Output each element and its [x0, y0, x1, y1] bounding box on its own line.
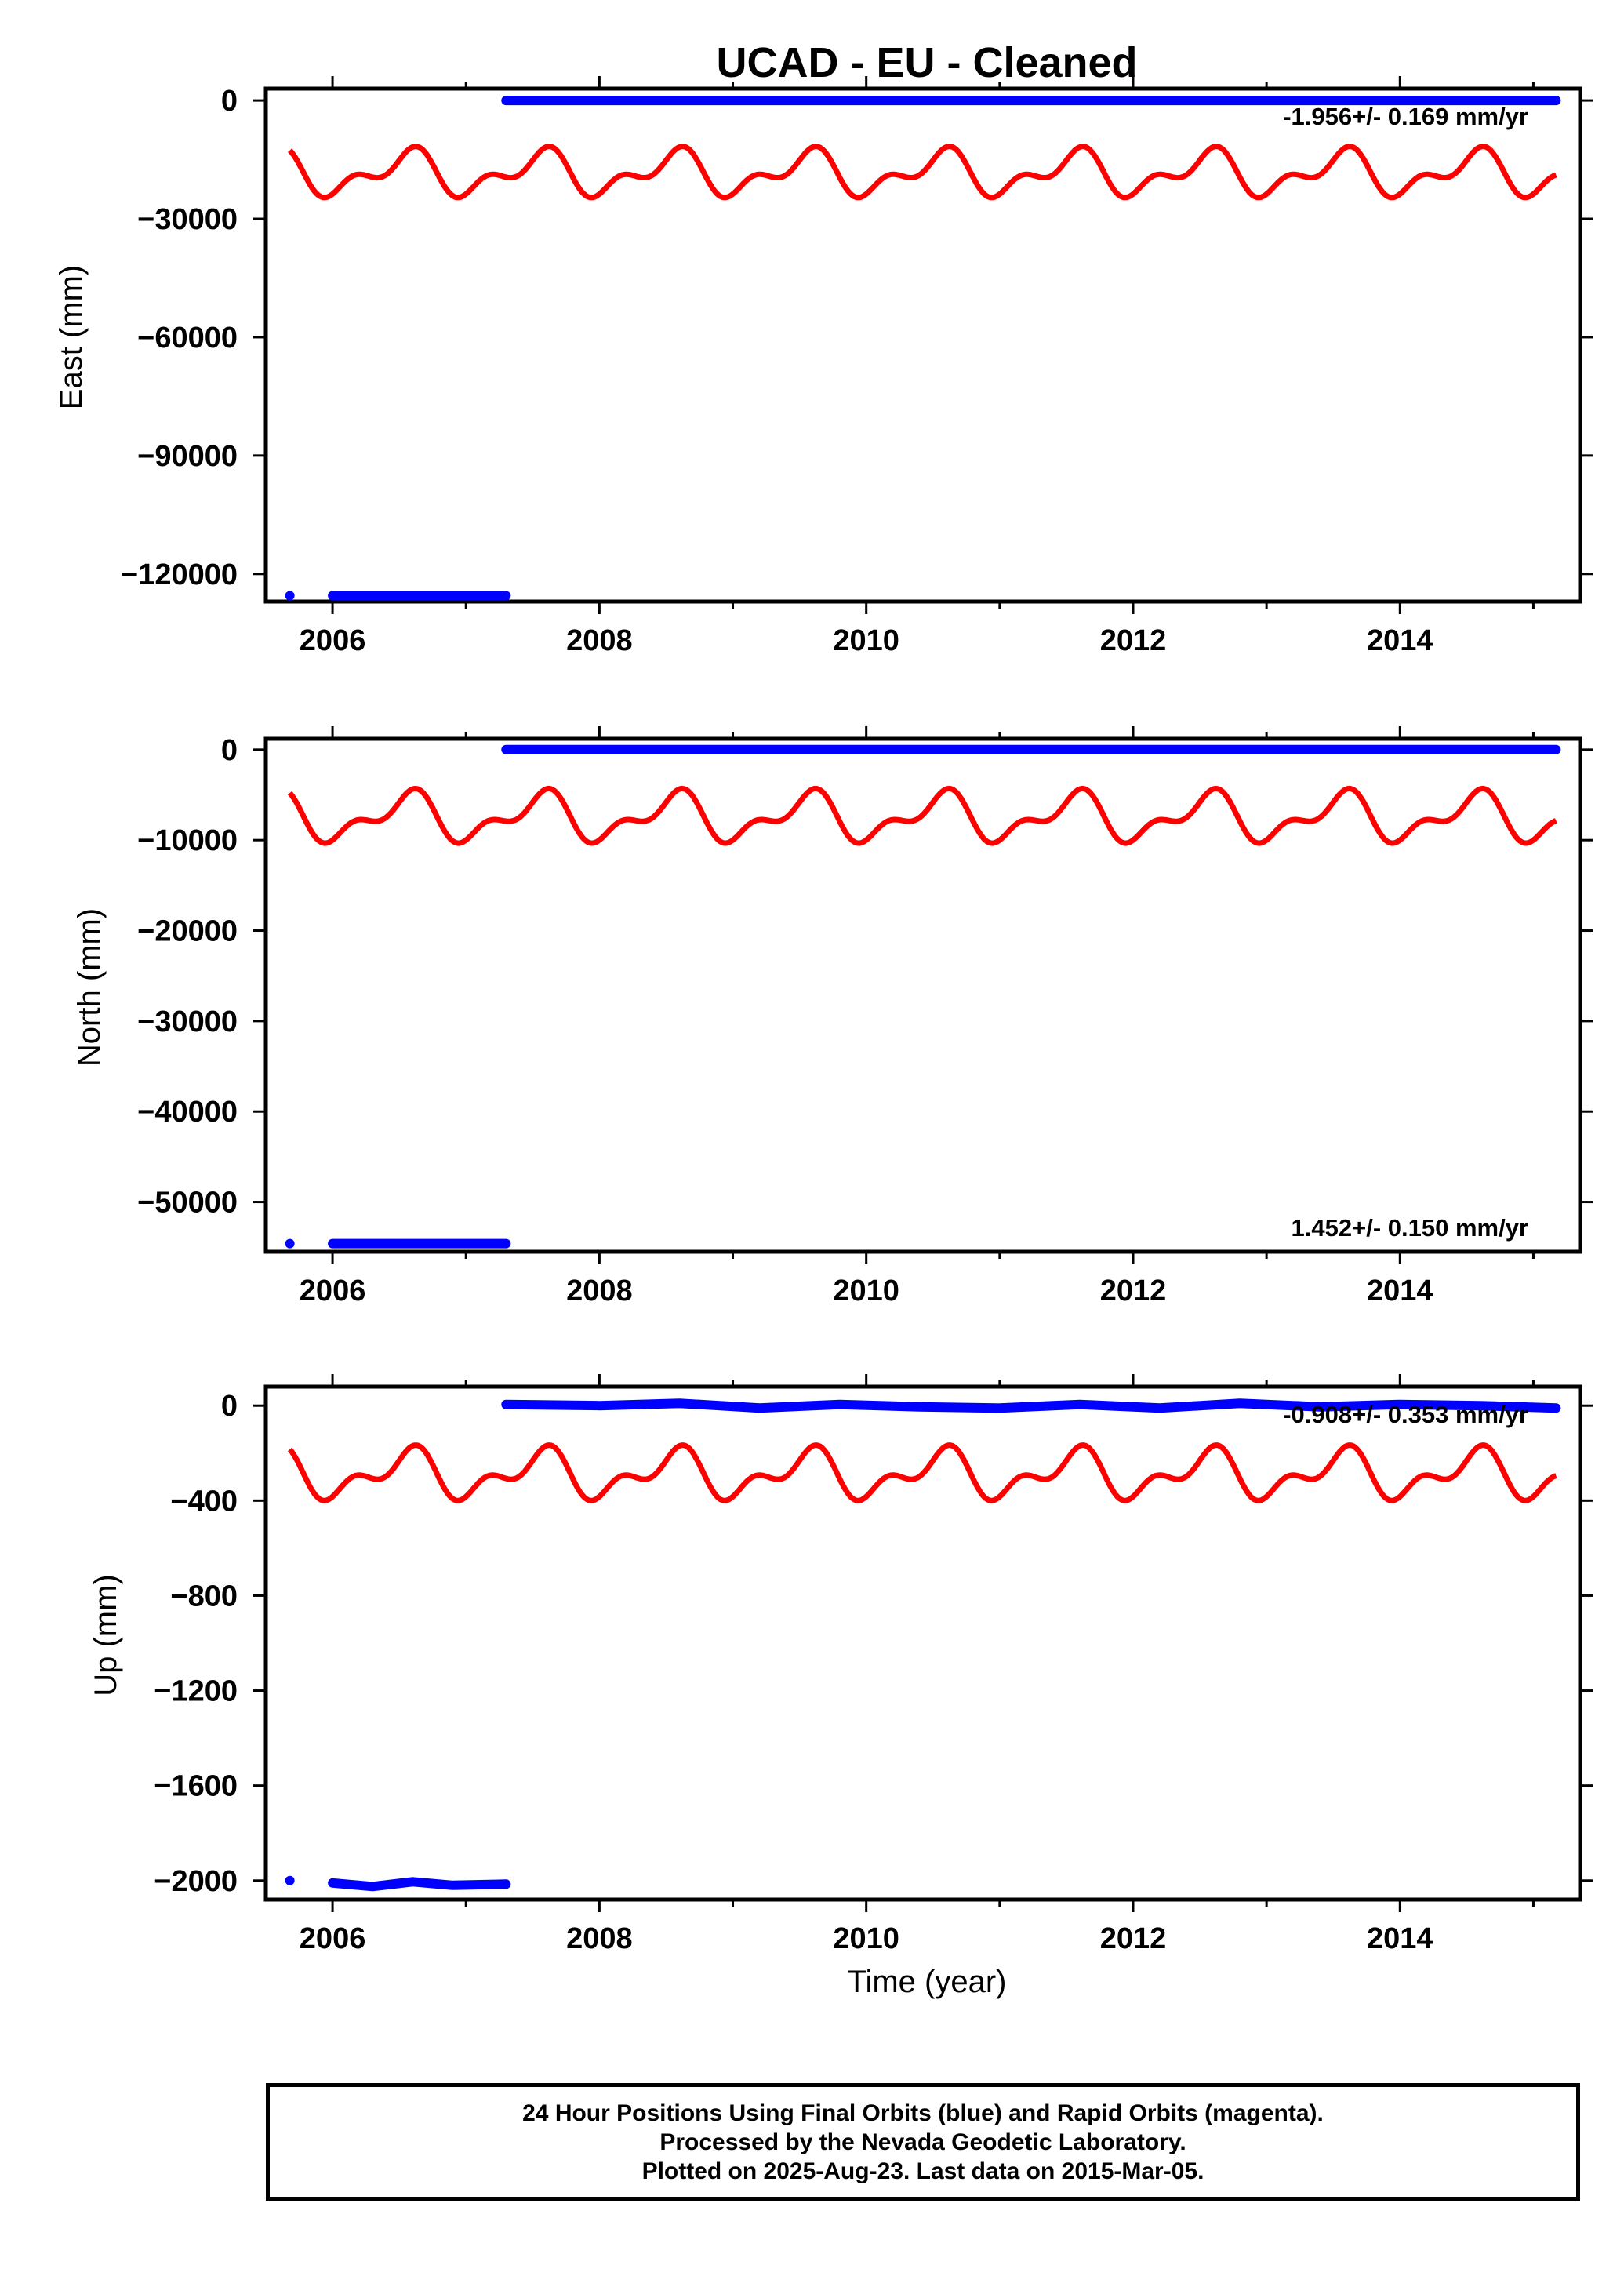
y-axis-label: North (mm)	[72, 908, 107, 1067]
chart-title: UCAD - EU - Cleaned	[716, 39, 1137, 86]
y-tick-label: −10000	[137, 824, 238, 857]
plot-frame	[263, 86, 1582, 604]
x-tick-label: 2008	[566, 624, 633, 657]
x-tick-label: 2012	[1100, 1922, 1167, 1955]
footer-line-1: 24 Hour Positions Using Final Orbits (bl…	[522, 2100, 1324, 2126]
x-tick-label: 2010	[833, 624, 899, 657]
x-tick-label: 2006	[300, 1274, 366, 1307]
y-tick-label: −30000	[137, 1005, 238, 1038]
footer-line-3: Plotted on 2025-Aug-23. Last data on 201…	[641, 2158, 1204, 2184]
footer-box: 24 Hour Positions Using Final Orbits (bl…	[266, 2083, 1580, 2201]
y-tick-label: −90000	[137, 440, 238, 473]
model-curve	[287, 144, 1558, 201]
x-tick-label: 2008	[566, 1922, 633, 1955]
data-point	[285, 591, 295, 601]
x-tick-label: 2008	[566, 1274, 633, 1307]
x-tick-label: 2006	[300, 1922, 366, 1955]
model-curve	[287, 785, 1558, 846]
footer-line-2: Processed by the Nevada Geodetic Laborat…	[659, 2129, 1186, 2155]
plot-frame	[263, 736, 1582, 1254]
x-tick-label: 2012	[1100, 1274, 1167, 1307]
data-series	[328, 1877, 511, 1892]
data-point	[285, 1875, 295, 1885]
x-axis-label: Time (year)	[848, 1965, 1007, 1999]
y-tick-label: −1200	[154, 1675, 238, 1708]
y-tick-label: −50000	[137, 1187, 238, 1220]
x-tick-label: 2012	[1100, 624, 1167, 657]
panel-2: 2006 2008 2010 2012 2014 0 −10000 −20000 −30000 −…	[72, 726, 1593, 1307]
y-tick-label: 0	[221, 1390, 238, 1423]
y-tick-label: −30000	[137, 203, 238, 236]
y-tick-label: 0	[221, 85, 238, 118]
y-axis-label: East (mm)	[54, 265, 89, 409]
panel-1: 2006 2008 2010 2012 2014 0 −30000 −60000 −90000 −…	[54, 76, 1593, 657]
y-tick-label: −60000	[137, 322, 238, 354]
plot-frame	[263, 1384, 1582, 1902]
y-tick-label: −2000	[154, 1865, 238, 1898]
y-tick-label: −800	[170, 1580, 238, 1612]
x-tick-label: 2006	[300, 624, 366, 657]
y-tick-label: 0	[221, 734, 238, 767]
y-tick-label: −40000	[137, 1096, 238, 1129]
rate-label: -1.956+/- 0.169 mm/yr	[1283, 103, 1528, 130]
y-tick-label: −400	[170, 1485, 238, 1518]
y-tick-label: −120000	[121, 558, 238, 591]
x-tick-label: 2014	[1367, 1274, 1433, 1307]
data-point	[285, 1238, 295, 1249]
panels: 2006 2008 2010 2012 2014 0 −30000 −60000 −90000 −…	[54, 76, 1593, 1955]
y-tick-label: −1600	[154, 1770, 238, 1803]
y-tick-label: −20000	[137, 915, 238, 948]
model-curve	[287, 1442, 1558, 1503]
panel-3: 2006 2008 2010 2012 2014 0 −400 −800 −1200 −1600 −…	[89, 1374, 1593, 1955]
rate-label: -0.908+/- 0.353 mm/yr	[1283, 1401, 1528, 1428]
x-tick-label: 2014	[1367, 624, 1433, 657]
x-tick-label: 2010	[833, 1274, 899, 1307]
x-tick-label: 2010	[833, 1922, 899, 1955]
x-tick-label: 2014	[1367, 1922, 1433, 1955]
data-series	[501, 1398, 1561, 1413]
rate-label: 1.452+/- 0.150 mm/yr	[1292, 1214, 1528, 1242]
y-axis-label: Up (mm)	[89, 1574, 123, 1696]
